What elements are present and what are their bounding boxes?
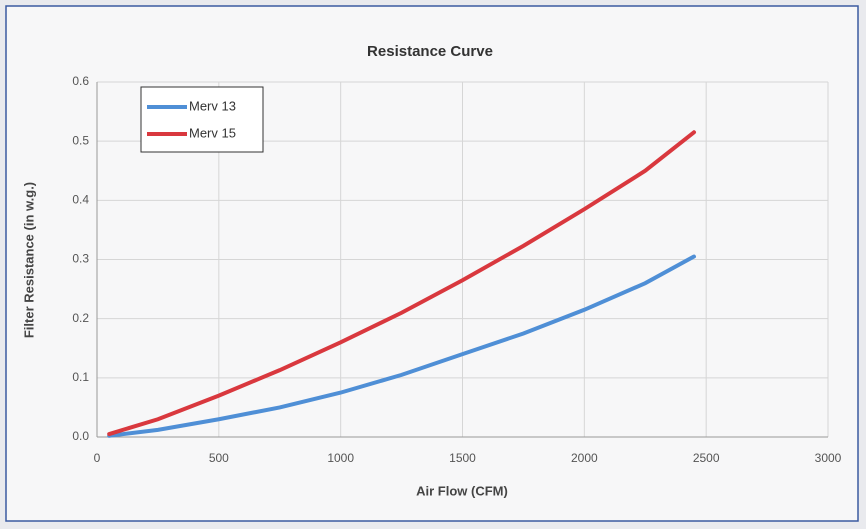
legend-label: Merv 13 [189,98,236,113]
x-tick-label: 2500 [693,451,720,465]
y-tick-label: 0.1 [72,370,89,384]
y-tick-label: 0.0 [72,429,89,443]
x-tick-label: 500 [209,451,229,465]
chart-title: Resistance Curve [367,43,493,60]
x-tick-label: 0 [94,451,101,465]
x-tick-label: 2000 [571,451,598,465]
x-tick-label: 1000 [327,451,354,465]
data-line [107,254,696,438]
x-tick-label: 1500 [449,451,476,465]
y-tick-label: 0.4 [72,193,89,207]
y-tick-label: 0.5 [72,133,89,147]
y-axis-title: Filter Resistance (in w.g.) [21,182,36,338]
chart-frame [5,5,859,522]
data-line [107,130,696,437]
legend-label: Merv 15 [189,125,236,140]
legend-box [140,86,264,153]
x-axis-title: Air Flow (CFM) [416,483,508,498]
y-tick-label: 0.6 [72,74,89,88]
x-tick-label: 3000 [815,451,842,465]
y-tick-label: 0.3 [72,252,89,266]
y-tick-label: 0.2 [72,311,89,325]
